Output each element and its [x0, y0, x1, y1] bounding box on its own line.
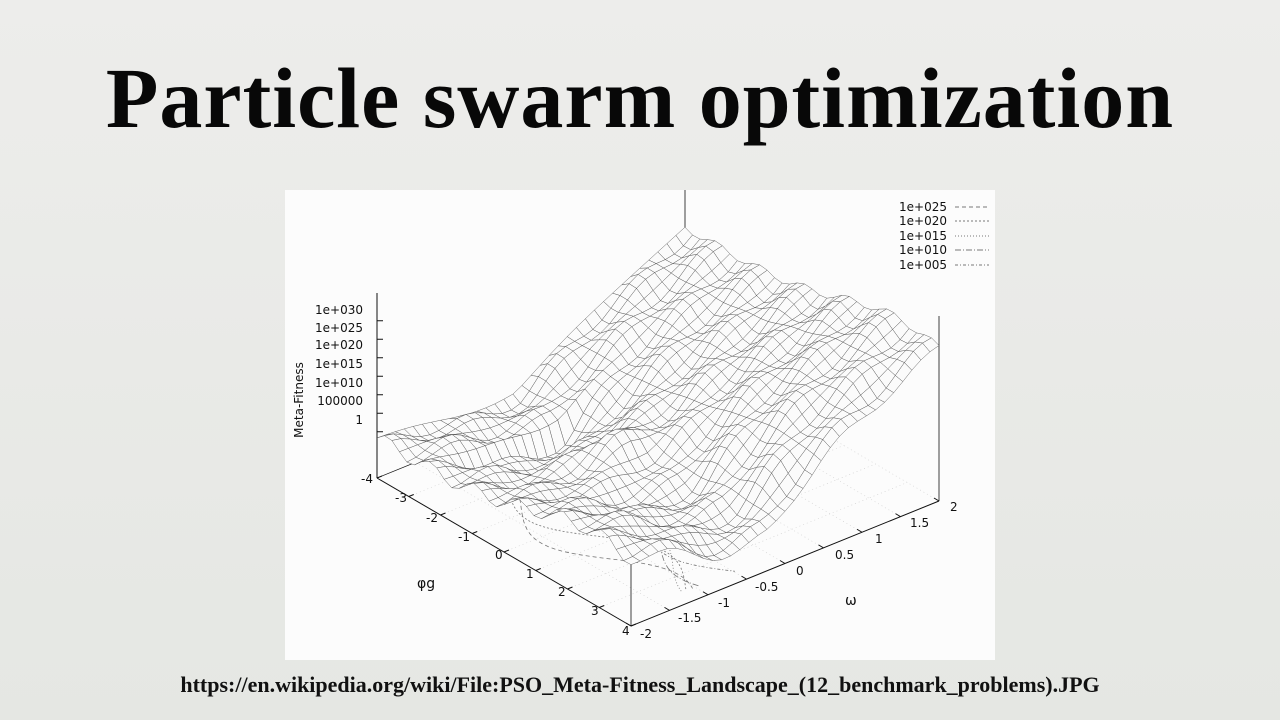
- omega-tick: [779, 560, 786, 564]
- omega-tick: [895, 513, 901, 518]
- omega-tick-label: -1: [718, 596, 730, 610]
- omega-tick-label: -2: [640, 627, 652, 641]
- omega-axis: -2 -1.5 -1 -0.5 0 0.5 1 1.5 2 ω: [640, 500, 958, 641]
- phi-tick-label: -3: [395, 491, 407, 505]
- surface-cell: [622, 556, 641, 565]
- phi-tick-label: 4: [622, 624, 630, 638]
- chart-figure: 1e+030 1e+025 1e+020 1e+015 1e+010 10000…: [285, 190, 995, 660]
- phi-tick: [408, 494, 414, 497]
- omega-tick: [664, 606, 670, 611]
- omega-tick-label: 1.5: [910, 516, 929, 530]
- omega-tick: [625, 622, 632, 627]
- z-tick-label: 1e+025: [315, 321, 363, 335]
- z-tick-label: 1e+030: [315, 303, 363, 317]
- source-url: https://en.wikipedia.org/wiki/File:PSO_M…: [180, 672, 1100, 697]
- phi-tick-label: 3: [591, 604, 599, 618]
- phi-tick: [630, 623, 637, 627]
- legend-entry-label: 1e+015: [899, 229, 947, 243]
- omega-axis-label: ω: [845, 593, 857, 609]
- z-tick-label: 1e+015: [315, 357, 363, 371]
- legend-entry-label: 1e+025: [899, 200, 947, 214]
- surface-mesh: [376, 226, 940, 565]
- contour-line: [503, 464, 687, 592]
- omega-tick-label: 1: [875, 532, 883, 546]
- z-tick-label: 1: [355, 413, 363, 427]
- legend-entry-label: 1e+005: [899, 258, 947, 272]
- floor-gridline: [567, 463, 876, 590]
- chart-legend: 1e+025 1e+020 1e+015 1e+010 1e+005: [899, 200, 989, 272]
- slide-title: Particle swarm optimization: [105, 50, 1175, 146]
- phi-tick-label: 2: [558, 585, 566, 599]
- phi-tick-label: -4: [361, 472, 373, 486]
- phi-tick: [535, 568, 541, 571]
- z-tick-label: 100000: [317, 394, 363, 408]
- phi-axis: -4 -3 -2 -1 0 1 2 3 4 φg: [361, 472, 630, 638]
- omega-tick-label: 2: [950, 500, 958, 514]
- phi-tick: [567, 586, 573, 590]
- legend-entry-label: 1e+020: [899, 214, 947, 228]
- omega-tick: [856, 528, 863, 533]
- z-axis-label: Meta-Fitness: [292, 362, 306, 438]
- omega-tick: [933, 497, 940, 502]
- omega-tick-label: -0.5: [755, 580, 778, 594]
- phi-tick-label: 0: [495, 548, 503, 562]
- surface-plot: 1e+030 1e+025 1e+020 1e+015 1e+010 10000…: [292, 190, 989, 641]
- z-axis: 1e+030 1e+025 1e+020 1e+015 1e+010 10000…: [292, 303, 363, 438]
- contour-line: [494, 467, 693, 589]
- phi-tick: [376, 475, 383, 479]
- phi-axis-label: φg: [417, 576, 435, 592]
- z-tick-label: 1e+020: [315, 338, 363, 352]
- floor-gridline: [599, 482, 908, 608]
- omega-tick: [741, 575, 747, 580]
- z-tick-label: 1e+010: [315, 376, 363, 390]
- phi-tick: [599, 605, 605, 608]
- phi-tick: [472, 531, 478, 534]
- omega-tick: [702, 591, 709, 596]
- phi-tick-label: -2: [426, 511, 438, 525]
- phi-tick-label: 1: [526, 567, 534, 581]
- phi-tick: [440, 512, 446, 516]
- contour-line: [512, 460, 735, 572]
- phi-tick-label: -1: [458, 530, 470, 544]
- omega-tick-label: 0: [796, 564, 804, 578]
- omega-tick-label: -1.5: [678, 611, 701, 625]
- omega-tick-label: 0.5: [835, 548, 854, 562]
- omega-tick: [818, 544, 824, 549]
- legend-entry-label: 1e+010: [899, 243, 947, 257]
- phi-tick: [503, 549, 510, 553]
